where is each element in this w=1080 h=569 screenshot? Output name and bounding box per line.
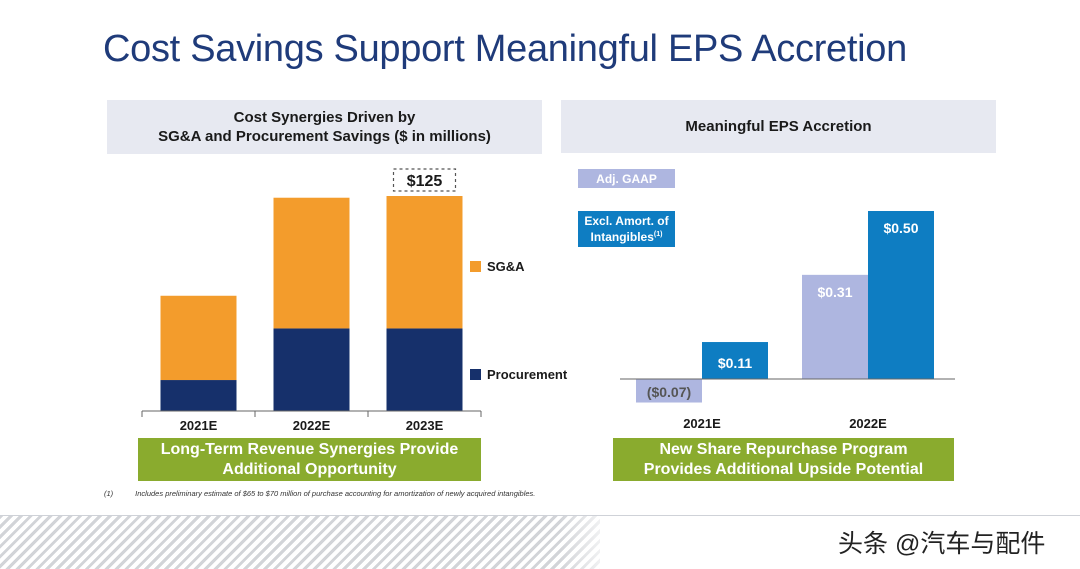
bar-procurement-2023E xyxy=(386,328,463,411)
share-repurchase-banner: New Share Repurchase Program Provides Ad… xyxy=(613,438,954,481)
footer-divider xyxy=(0,515,1080,516)
legend-tag-adj-gaap-label: Adj. GAAP xyxy=(596,171,657,186)
data-label-excl-amort-2022E: $0.50 xyxy=(883,220,918,236)
x-tick-label-2023E: 2023E xyxy=(406,418,444,433)
eps-chart-header: Meaningful EPS Accretion xyxy=(561,100,996,153)
bar-procurement-2021E xyxy=(160,380,237,411)
bar-sg-a-2023E xyxy=(386,196,463,329)
legend-tag-excl-amort: Excl. Amort. of Intangibles(1) xyxy=(578,211,675,247)
decorative-stripes-fade xyxy=(560,515,620,569)
legend-tag-excl-amort-line1: Excl. Amort. of xyxy=(584,214,669,228)
bar-excl-amort-2022E xyxy=(868,211,934,379)
share-repurchase-banner-line2: Provides Additional Upside Potential xyxy=(643,460,924,478)
footnote-text: Includes preliminary estimate of $65 to … xyxy=(135,489,536,498)
total-callout-box-2023E xyxy=(392,168,457,192)
revenue-synergies-banner-line1: Long-Term Revenue Synergies Provide xyxy=(160,440,459,458)
legend-tag-excl-amort-line2: Intangibles(1) xyxy=(578,228,675,244)
data-label-excl-amort-2021E: $0.11 xyxy=(718,355,752,371)
data-label-adj-gaap-2021E: ($0.07) xyxy=(647,384,691,400)
total-label-2023E: $125 xyxy=(407,173,443,190)
x-tick-label-2022E: 2022E xyxy=(293,418,331,433)
data-label-adj-gaap-2022E: $0.31 xyxy=(817,284,852,300)
bar-adj-gaap-2021E xyxy=(636,379,702,403)
watermark: 头条 @汽车与配件 xyxy=(838,530,1046,558)
eps-header-text: Meaningful EPS Accretion xyxy=(685,118,872,135)
bar-sg-a-2022E xyxy=(273,197,350,329)
share-repurchase-banner-line1: New Share Repurchase Program xyxy=(659,440,908,458)
legend-label-sga: SG&A xyxy=(487,259,525,274)
bar-adj-gaap-2022E xyxy=(802,274,868,379)
legend-tag-adj-gaap: Adj. GAAP xyxy=(578,169,675,188)
x-tick-label-2022E: 2022E xyxy=(849,416,887,431)
decorative-stripes xyxy=(0,515,600,569)
revenue-synergies-banner-line2: Additional Opportunity xyxy=(222,460,397,478)
footnote-ref: (1) xyxy=(653,231,663,238)
bar-sg-a-2021E xyxy=(160,295,237,381)
legend-tag-excl-amort-line2-text: Intangibles xyxy=(590,230,654,244)
synergies-header-line1: Cost Synergies Driven by xyxy=(233,109,416,126)
footnote: (1) Includes preliminary estimate of $65 … xyxy=(104,489,535,498)
synergies-chart-header: Cost Synergies Driven by SG&A and Procur… xyxy=(107,100,542,154)
legend-swatch-procurement xyxy=(470,369,481,380)
page-title: Cost Savings Support Meaningful EPS Accr… xyxy=(103,28,907,70)
bar-procurement-2022E xyxy=(273,328,350,411)
revenue-synergies-banner: Long-Term Revenue Synergies Provide Addi… xyxy=(138,438,481,481)
bar-excl-amort-2021E xyxy=(702,342,768,379)
synergies-header-line2: SG&A and Procurement Savings ($ in milli… xyxy=(158,128,491,145)
footnote-number: (1) xyxy=(104,489,114,498)
legend-label-procurement: Procurement xyxy=(487,367,568,382)
legend-swatch-sga xyxy=(470,261,481,272)
x-tick-label-2021E: 2021E xyxy=(683,416,721,431)
x-tick-label-2021E: 2021E xyxy=(180,418,218,433)
